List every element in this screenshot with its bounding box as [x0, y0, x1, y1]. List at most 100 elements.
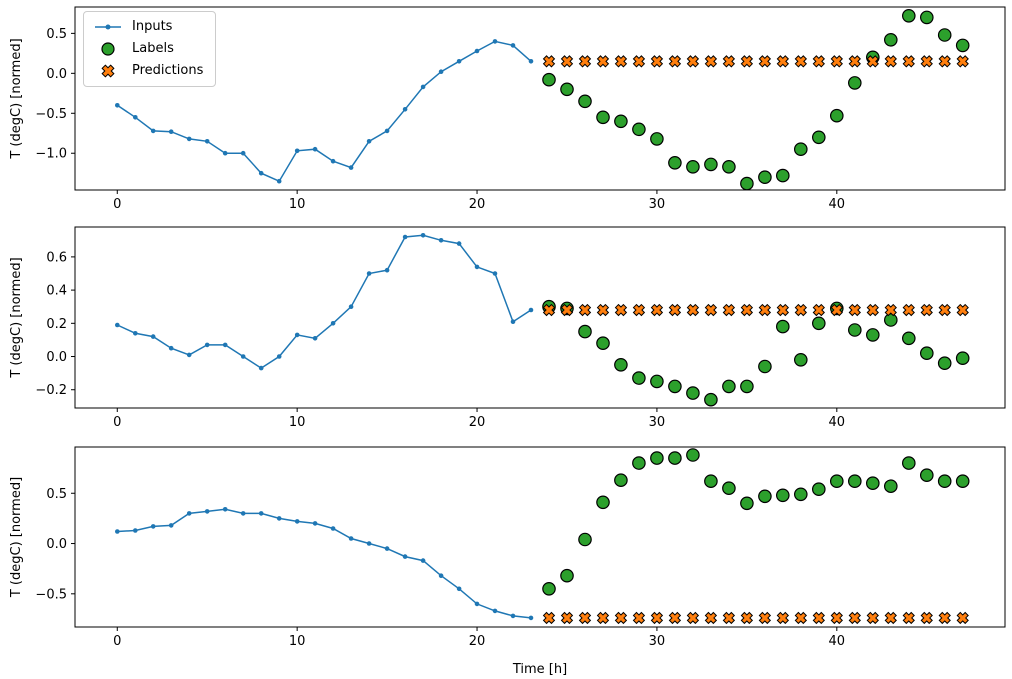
- label-point: [650, 132, 664, 146]
- inputs-point: [312, 521, 318, 526]
- inputs-point: [510, 319, 516, 325]
- y-tick-label: 0.2: [46, 317, 67, 332]
- inputs-point: [384, 267, 390, 273]
- prediction-point: [956, 303, 969, 317]
- prediction-point: [542, 611, 556, 625]
- prediction-point: [884, 303, 897, 317]
- inputs-point: [330, 321, 336, 326]
- label-point: [775, 168, 790, 183]
- label-point: [955, 38, 970, 53]
- inputs-point: [402, 554, 408, 559]
- label-point: [632, 371, 646, 385]
- prediction-point: [740, 303, 754, 317]
- x-tick-label: 0: [113, 634, 121, 649]
- x-tick-label: 20: [469, 634, 486, 649]
- label-point: [829, 108, 844, 123]
- prediction-point: [902, 55, 915, 68]
- prediction-point: [578, 303, 592, 317]
- inputs-point: [366, 271, 372, 276]
- prediction-point: [830, 611, 843, 625]
- prediction-point: [848, 611, 861, 625]
- prediction-point: [902, 303, 915, 317]
- inputs-point: [474, 601, 480, 607]
- prediction-point: [704, 611, 718, 625]
- x-tick-label: 40: [829, 634, 846, 649]
- inputs-point: [240, 511, 246, 516]
- inputs-point: [528, 307, 534, 313]
- prediction-point: [776, 55, 790, 68]
- prediction-point: [722, 55, 736, 68]
- label-point: [704, 392, 718, 407]
- inputs-point: [222, 342, 228, 348]
- inputs-point: [330, 158, 336, 164]
- y-tick-label: −0.2: [35, 383, 67, 398]
- subplot-3: 0 10 20 30 40 0.5 0.0 −0.5 T (degC) [normed] Time…: [9, 446, 1006, 677]
- inputs-point: [510, 43, 516, 48]
- inputs-line-dot-icon: [95, 24, 121, 30]
- prediction-point: [902, 611, 915, 625]
- x-tick-label: 10: [289, 634, 306, 649]
- label-point: [919, 10, 934, 25]
- inputs-point: [528, 59, 534, 64]
- prediction-point: [632, 55, 646, 68]
- inputs-point: [294, 519, 300, 524]
- legend: Inputs Labels Predictions: [83, 11, 217, 87]
- series-labels: [542, 448, 970, 596]
- inputs-point: [474, 264, 480, 270]
- label-point: [740, 496, 754, 511]
- prediction-point: [938, 303, 951, 317]
- prediction-point: [956, 611, 969, 625]
- inputs-point: [456, 59, 462, 64]
- prediction-point: [866, 55, 879, 68]
- label-point: [614, 473, 628, 487]
- inputs-point: [402, 107, 408, 112]
- x-tick-label: 0: [113, 415, 121, 430]
- prediction-point: [848, 55, 861, 68]
- prediction-point: [722, 611, 736, 625]
- label-point: [901, 331, 916, 346]
- inputs-point: [492, 608, 498, 614]
- label-point: [919, 468, 934, 482]
- prediction-point: [578, 55, 592, 68]
- axes-frame: [74, 6, 1006, 191]
- prediction-point: [848, 303, 861, 317]
- prediction-point: [560, 55, 574, 68]
- inputs-point: [150, 524, 156, 529]
- label-point: [883, 479, 898, 493]
- label-point: [740, 176, 754, 191]
- inputs-point: [240, 150, 246, 156]
- label-point: [829, 474, 844, 488]
- label-point: [668, 156, 682, 170]
- label-point: [883, 313, 898, 327]
- inputs-point: [456, 586, 462, 592]
- label-point: [722, 379, 736, 394]
- label-point: [811, 316, 826, 331]
- x-tick-label: 30: [649, 415, 666, 430]
- label-point: [686, 160, 700, 174]
- prediction-point: [920, 611, 933, 625]
- inputs-point: [330, 526, 336, 531]
- prediction-point: [704, 55, 718, 68]
- legend-item-inputs: Inputs: [93, 19, 203, 35]
- y-tick-label: 0.0: [46, 67, 67, 82]
- axes-frame: [74, 226, 1006, 409]
- label-point: [704, 474, 718, 488]
- prediction-point: [758, 55, 772, 68]
- prediction-point: [812, 303, 825, 317]
- inputs-point: [492, 39, 498, 44]
- inputs-point: [133, 115, 138, 120]
- label-point: [542, 72, 556, 87]
- label-point: [865, 328, 880, 342]
- y-tick-label: 0.5: [46, 27, 67, 42]
- series-inputs: [115, 233, 534, 371]
- prediction-point: [740, 55, 754, 68]
- prediction-point: [668, 55, 682, 68]
- inputs-point: [294, 332, 300, 338]
- prediction-point: [668, 303, 682, 317]
- label-point: [578, 94, 592, 109]
- label-point: [865, 476, 880, 490]
- inputs-point: [348, 536, 354, 541]
- inputs-point: [133, 528, 138, 533]
- y-axis-label: T (degC) [normed]: [9, 257, 24, 378]
- prediction-point: [614, 55, 628, 68]
